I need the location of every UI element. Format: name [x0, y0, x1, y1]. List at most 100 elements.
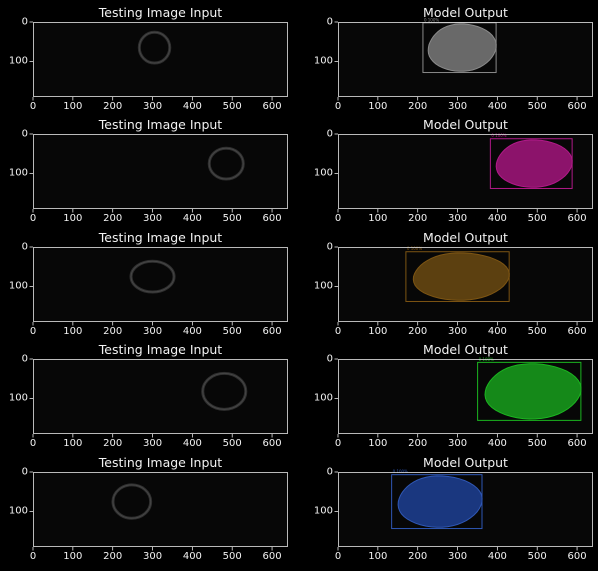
x-tick-label: 100	[368, 438, 388, 449]
box-label: 0 100%	[393, 469, 408, 474]
segmentation-mask	[484, 363, 582, 420]
y-tick-label: 0	[21, 353, 28, 365]
x-tick-label: 200	[408, 551, 428, 562]
input-panel-title: Testing Image Input	[98, 342, 223, 357]
input-object-ring-highlight	[202, 372, 247, 410]
output-panel-title: Model Output	[423, 117, 508, 132]
x-tick-label: 0	[334, 213, 342, 224]
x-tick-label: 200	[408, 438, 428, 449]
x-tick-label: 200	[103, 551, 123, 562]
y-tick-label: 100	[8, 167, 28, 179]
x-tick-label: 500	[527, 438, 547, 449]
y-tick-label: 0	[21, 241, 28, 253]
segmentation-mask	[495, 139, 573, 188]
y-tick-label: 0	[326, 466, 333, 478]
x-tick-label: 600	[567, 213, 587, 224]
x-tick-label: 300	[447, 326, 468, 337]
x-tick-label: 400	[487, 438, 507, 449]
x-tick-label: 0	[29, 213, 37, 224]
y-tick-label: 0	[326, 128, 333, 140]
x-tick-label: 100	[63, 213, 83, 224]
y-tick-label: 0	[326, 353, 333, 365]
y-tick-label: 100	[313, 392, 333, 404]
axes-frame	[338, 134, 593, 209]
input-object-ring-highlight	[138, 31, 171, 64]
x-tick-label: 400	[182, 438, 202, 449]
x-tick-label: 400	[487, 101, 507, 112]
output-panel-title: Model Output	[423, 230, 508, 245]
axes-frame	[338, 472, 593, 547]
x-tick-label: 500	[527, 551, 547, 562]
segmentation-mask	[412, 252, 510, 301]
x-tick-label: 500	[222, 326, 242, 337]
x-tick-label: 0	[29, 438, 37, 449]
y-tick-label: 100	[313, 505, 333, 517]
output-panel-title: Model Output	[423, 5, 508, 20]
y-tick-label: 100	[8, 392, 28, 404]
x-tick-label: 300	[142, 101, 163, 112]
axes-background	[33, 472, 288, 547]
bounding-box	[489, 138, 573, 189]
x-tick-label: 600	[567, 101, 587, 112]
x-tick-label: 100	[368, 101, 388, 112]
axes-background	[33, 247, 288, 322]
x-tick-label: 400	[182, 551, 202, 562]
x-tick-label: 500	[222, 551, 242, 562]
x-tick-label: 500	[527, 101, 547, 112]
x-tick-label: 600	[567, 551, 587, 562]
bounding-box	[391, 474, 483, 530]
x-tick-label: 500	[222, 213, 242, 224]
axes-frame	[33, 22, 288, 97]
y-tick-label: 0	[326, 16, 333, 28]
x-tick-label: 100	[63, 326, 83, 337]
y-tick-label: 0	[21, 16, 28, 28]
x-tick-label: 400	[487, 213, 507, 224]
output-panel-title: Model Output	[423, 455, 508, 470]
x-tick-label: 300	[447, 551, 468, 562]
x-tick-label: 200	[408, 326, 428, 337]
y-tick-label: 100	[313, 280, 333, 292]
y-tick-label: 100	[313, 55, 333, 67]
x-tick-label: 400	[487, 551, 507, 562]
input-panel-title: Testing Image Input	[98, 230, 223, 245]
axes-background	[33, 359, 288, 434]
x-tick-label: 400	[182, 101, 202, 112]
y-tick-label: 0	[21, 466, 28, 478]
x-tick-label: 300	[447, 101, 468, 112]
box-label: 0 100%	[491, 133, 506, 138]
y-tick-label: 100	[8, 280, 28, 292]
x-tick-label: 100	[368, 326, 388, 337]
x-tick-label: 600	[262, 213, 282, 224]
output-panel-title: Model Output	[423, 342, 508, 357]
x-tick-label: 600	[262, 101, 282, 112]
input-panel-title: Testing Image Input	[98, 117, 223, 132]
bounding-box	[477, 361, 582, 421]
y-tick-label: 100	[8, 55, 28, 67]
x-tick-label: 200	[408, 101, 428, 112]
x-tick-label: 100	[63, 438, 83, 449]
y-tick-label: 100	[313, 167, 333, 179]
axes-frame	[33, 359, 288, 434]
x-tick-label: 600	[567, 438, 587, 449]
x-tick-label: 0	[29, 326, 37, 337]
x-tick-label: 0	[29, 551, 37, 562]
x-tick-label: 300	[447, 213, 468, 224]
axes-background	[33, 134, 288, 209]
input-object-ring-highlight	[130, 260, 175, 293]
x-tick-label: 300	[142, 326, 163, 337]
x-tick-label: 600	[262, 438, 282, 449]
x-tick-label: 300	[142, 438, 163, 449]
input-object-ring-highlight	[112, 484, 152, 519]
x-tick-label: 0	[334, 326, 342, 337]
x-tick-label: 200	[103, 438, 123, 449]
x-tick-label: 300	[447, 438, 468, 449]
x-tick-label: 400	[182, 213, 202, 224]
x-tick-label: 500	[222, 438, 242, 449]
box-label: 0 100%	[407, 246, 422, 251]
segmentation-mask	[427, 23, 497, 72]
y-tick-label: 100	[8, 505, 28, 517]
x-tick-label: 500	[527, 326, 547, 337]
axes-frame	[33, 472, 288, 547]
segmentation-mask	[397, 475, 483, 528]
